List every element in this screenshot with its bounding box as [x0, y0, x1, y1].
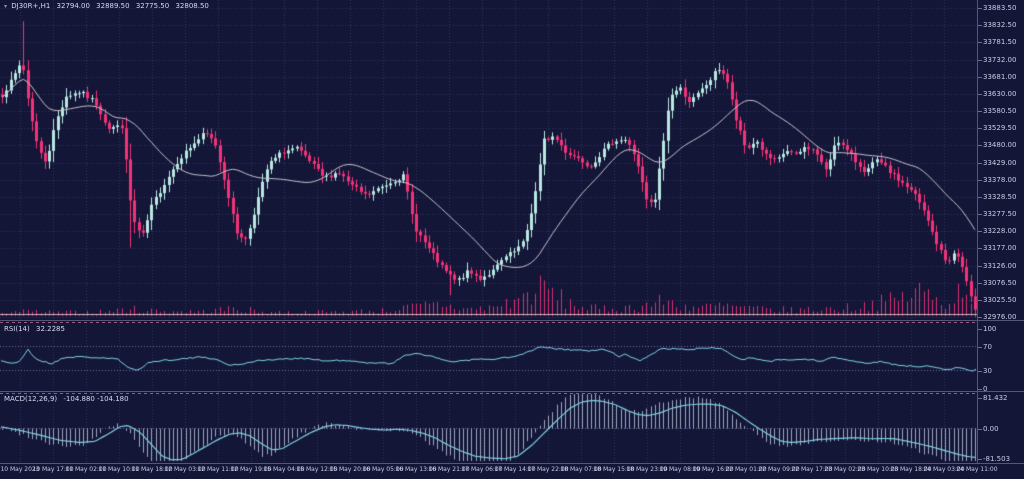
- time-axis-label: 18 May 07:00: [560, 466, 602, 473]
- time-axis[interactable]: 10 May 2023 10 May 17:00 11 May 02:00 11 Ma…: [0, 464, 1024, 479]
- time-axis-label: 16 May 05:00: [362, 466, 404, 473]
- price-axis-label: 33480.00: [977, 141, 1017, 150]
- rsi-axis-label: 0: [977, 384, 988, 393]
- price-axis-label: 33529.50: [977, 124, 1017, 133]
- time-axis-border: [0, 463, 1024, 464]
- time-axis-label: 16 May 13:00: [395, 466, 437, 473]
- price-axis-label: 33177.00: [977, 244, 1017, 253]
- price-axis-label: 33630.00: [977, 89, 1017, 98]
- symbol-marker-icon[interactable]: ▾: [4, 3, 8, 10]
- rsi-axis-label: 70: [978, 342, 992, 351]
- time-axis-label: 24 May 11:00: [956, 466, 998, 473]
- rsi-axis-label: 30: [978, 366, 992, 375]
- macd-axis-label: 81.432: [978, 394, 1008, 403]
- price-axis-label: 33681.00: [977, 72, 1017, 81]
- time-axis-label: 22 May 17:00: [791, 466, 833, 473]
- price-axis-label: 33832.50: [977, 21, 1017, 30]
- indicator-axis[interactable]: 100 70 30 0 81.432 0.00 -81.503: [977, 0, 1024, 463]
- ohlc-low: 32775.50: [135, 2, 170, 10]
- time-axis-label: 10 May 17:00: [32, 466, 74, 473]
- time-axis-label: 17 May 14:00: [494, 466, 536, 473]
- price-axis-border: [977, 0, 978, 463]
- time-axis-label: 12 May 03:00: [164, 466, 206, 473]
- time-axis-label: 18 May 23:00: [626, 466, 668, 473]
- symbol-timeframe: DJ30R+,H1: [11, 2, 51, 10]
- time-axis-label: 18 May 15:00: [593, 466, 635, 473]
- price-axis-label: 33429.00: [977, 158, 1017, 167]
- ohlc-high: 32889.50: [96, 2, 130, 10]
- time-axis-label: 15 May 12:00: [296, 466, 338, 473]
- time-axis-label: 11 May 18:00: [131, 466, 173, 473]
- price-axis-label: 33228.00: [977, 227, 1017, 236]
- rsi-axis-label: 100: [977, 324, 997, 333]
- macd-axis-label: 0.00: [978, 424, 999, 433]
- macd-pane-label: MACD(12,26,9) -104.880 -104.180: [4, 395, 133, 403]
- price-chart-canvas[interactable]: [0, 0, 978, 319]
- time-axis-label: 15 May 20:00: [329, 466, 371, 473]
- time-axis-label: 24 May 03:00: [923, 466, 965, 473]
- time-axis-label: 23 May 02:00: [824, 466, 866, 473]
- time-axis-label: 19 May 16:00: [692, 466, 734, 473]
- price-axis-label: 33328.50: [977, 192, 1017, 201]
- price-axis-label: 33883.50: [977, 4, 1017, 12]
- pane-separator-dash-macd: [0, 393, 977, 394]
- ohlc-open: 32794.00: [56, 2, 90, 10]
- time-axis-label: 10 May 2023: [0, 466, 40, 473]
- rsi-current-value: 32.2285: [35, 325, 65, 333]
- rsi-pane-label: RSI(14) 32.2285: [4, 325, 69, 333]
- time-axis-label: 12 May 19:00: [230, 466, 272, 473]
- macd-axis-label: -81.503: [977, 454, 1011, 463]
- time-axis-label: 23 May 18:00: [890, 466, 932, 473]
- time-axis-label: 17 May 22:00: [527, 466, 569, 473]
- macd-indicator-canvas[interactable]: [0, 392, 978, 463]
- pane-separator-main-rsi[interactable]: [0, 320, 1024, 321]
- rsi-indicator-name: RSI(14): [4, 325, 30, 333]
- price-axis-label: 32976.00: [977, 313, 1017, 321]
- time-axis-label: 23 May 10:00: [857, 466, 899, 473]
- pane-separator-rsi-macd[interactable]: [0, 391, 1024, 392]
- price-axis-label: 33580.50: [977, 107, 1017, 115]
- time-axis-label: 11 May 02:00: [65, 466, 107, 473]
- time-axis-label: 19 May 08:00: [659, 466, 701, 473]
- price-axis-label: 33025.50: [977, 295, 1017, 304]
- time-axis-label: 22 May 01:00: [725, 466, 767, 473]
- macd-current-values: -104.880 -104.180: [63, 395, 129, 403]
- time-axis-label: 12 May 11:00: [197, 466, 239, 473]
- price-axis-label: 33126.00: [977, 261, 1017, 270]
- price-axis-label: 33277.50: [977, 210, 1017, 218]
- time-axis-label: 16 May 21:00: [428, 466, 470, 473]
- price-axis[interactable]: 33883.50 33832.50 33781.50 33732.00 33681.00…: [977, 0, 1024, 463]
- time-axis-label: 17 May 06:00: [461, 466, 503, 473]
- price-axis-label: 33781.50: [977, 38, 1017, 47]
- price-axis-label: 33076.50: [977, 278, 1017, 287]
- ohlc-close: 32808.50: [175, 2, 209, 10]
- price-axis-label: 33732.00: [977, 55, 1017, 64]
- pane-separator-dash-rsi: [0, 322, 977, 323]
- rsi-indicator-canvas[interactable]: [0, 322, 978, 391]
- time-axis-label: 11 May 10:00: [98, 466, 140, 473]
- chart-title: ▾ DJ30R+,H1 32794.00 32889.50 32775.50 3…: [4, 2, 213, 11]
- time-axis-label: 15 May 04:00: [263, 466, 305, 473]
- time-axis-label: 22 May 09:00: [758, 466, 800, 473]
- price-axis-label: 33378.00: [977, 175, 1017, 184]
- macd-indicator-name: MACD(12,26,9): [4, 395, 58, 403]
